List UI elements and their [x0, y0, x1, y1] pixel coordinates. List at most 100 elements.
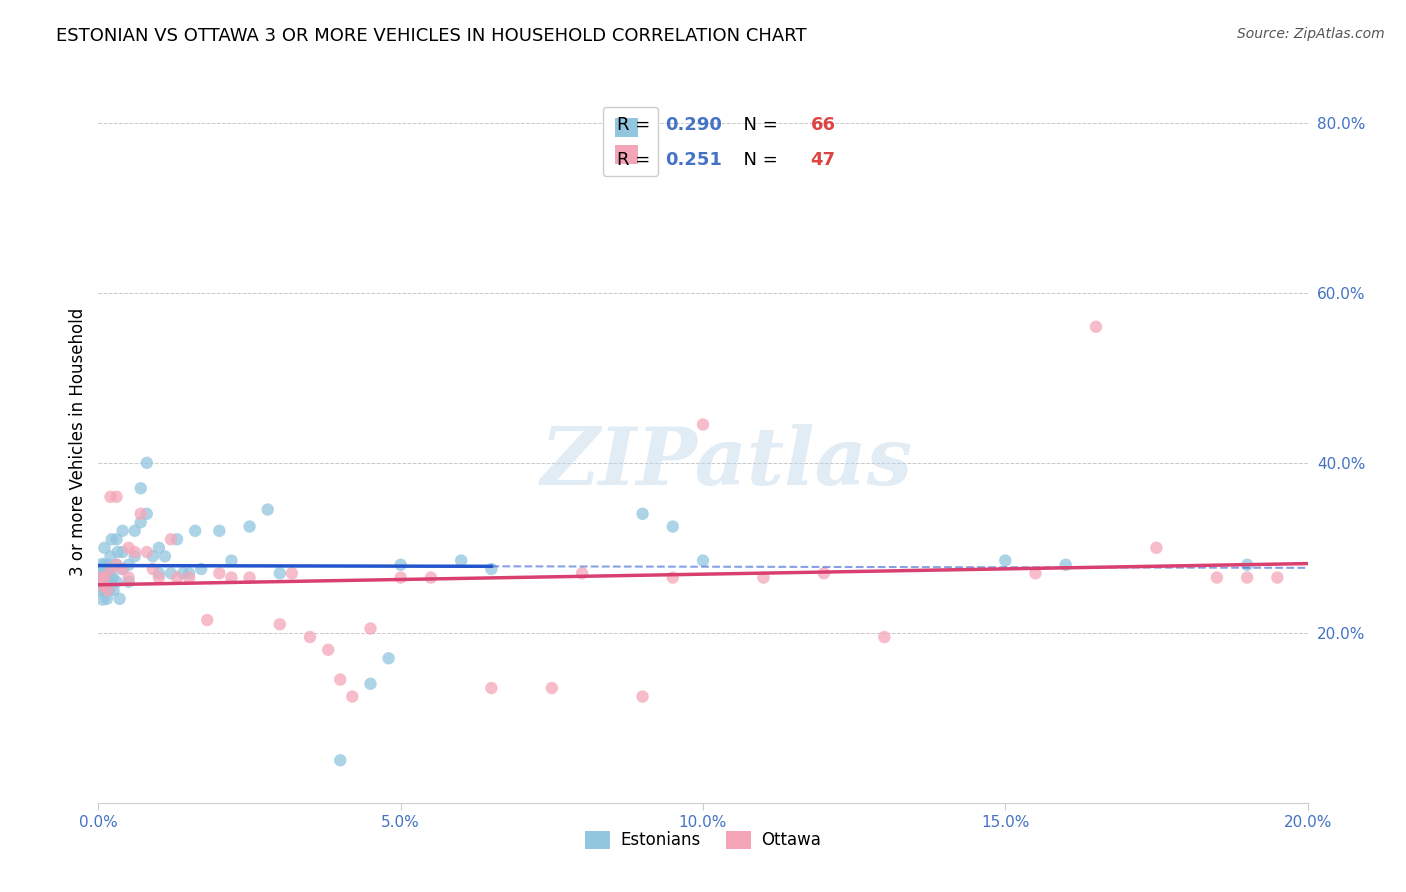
Point [94, 583, 117, 598]
Text: 66: 66 [810, 116, 835, 135]
Point [142, 549, 165, 564]
Point [873, 630, 896, 644]
Point [160, 566, 183, 581]
Point [571, 566, 593, 581]
Point [129, 481, 152, 495]
Point [124, 545, 146, 559]
Point [692, 417, 714, 432]
Point [118, 574, 141, 589]
Point [124, 524, 146, 538]
Point [994, 553, 1017, 567]
Point [148, 541, 170, 555]
Point [90, 566, 112, 581]
Point [389, 570, 412, 584]
Point [329, 673, 352, 687]
Point [103, 583, 125, 598]
Point [107, 545, 129, 559]
Point [239, 519, 262, 533]
Point [1024, 566, 1046, 581]
Point [221, 570, 243, 584]
Point [1144, 541, 1167, 555]
Point [100, 549, 122, 564]
Point [96, 583, 118, 598]
Point [360, 622, 382, 636]
Point [105, 558, 128, 572]
Point [93, 541, 115, 555]
Text: N =: N = [733, 151, 783, 169]
Point [91, 566, 114, 581]
Point [111, 545, 134, 559]
Point [96, 570, 118, 584]
Text: ZIPatlas: ZIPatlas [541, 425, 914, 502]
Text: N =: N = [733, 116, 783, 135]
Point [111, 562, 134, 576]
Point [105, 558, 128, 572]
Point [93, 558, 115, 572]
Point [105, 533, 128, 547]
Point [1206, 570, 1229, 584]
Point [142, 562, 165, 576]
Text: 0.251: 0.251 [665, 151, 723, 169]
Point [100, 490, 122, 504]
Point [148, 566, 170, 581]
Point [98, 583, 121, 598]
Point [118, 541, 141, 555]
Point [100, 562, 122, 576]
Point [1267, 570, 1289, 584]
Point [91, 591, 114, 606]
Point [93, 574, 115, 589]
Y-axis label: 3 or more Vehicles in Household: 3 or more Vehicles in Household [69, 308, 87, 575]
Text: R =: R = [617, 151, 662, 169]
Point [124, 549, 146, 564]
Point [661, 570, 683, 584]
Point [179, 570, 201, 584]
Point [316, 642, 339, 657]
Point [208, 524, 231, 538]
Point [93, 570, 115, 584]
Point [91, 558, 114, 572]
Point [135, 545, 157, 559]
Point [111, 562, 134, 576]
Point [111, 524, 134, 538]
Point [1085, 319, 1108, 334]
Point [631, 507, 654, 521]
Point [540, 681, 562, 695]
Point [661, 519, 683, 533]
Point [1054, 558, 1077, 572]
Point [135, 456, 157, 470]
Point [752, 570, 775, 584]
Point [91, 579, 114, 593]
Legend: Estonians, Ottawa: Estonians, Ottawa [579, 824, 827, 856]
Point [450, 553, 472, 567]
Point [269, 617, 291, 632]
Point [329, 753, 352, 767]
Point [481, 562, 503, 576]
Text: 47: 47 [810, 151, 835, 169]
Point [93, 574, 115, 589]
Point [342, 690, 364, 704]
Point [108, 591, 131, 606]
Point [100, 574, 122, 589]
Point [97, 566, 120, 581]
Point [118, 570, 141, 584]
Point [118, 558, 141, 572]
Point [1236, 570, 1258, 584]
Point [208, 566, 231, 581]
Point [692, 553, 714, 567]
Point [269, 566, 291, 581]
Point [105, 574, 128, 589]
Point [89, 574, 111, 589]
Text: ESTONIAN VS OTTAWA 3 OR MORE VEHICLES IN HOUSEHOLD CORRELATION CHART: ESTONIAN VS OTTAWA 3 OR MORE VEHICLES IN… [56, 27, 807, 45]
Point [166, 570, 188, 584]
Point [481, 681, 503, 695]
Point [97, 574, 120, 589]
Point [256, 502, 278, 516]
Point [90, 583, 112, 598]
Point [184, 524, 207, 538]
Point [100, 566, 122, 581]
Point [1236, 558, 1258, 572]
Point [100, 533, 122, 547]
Point [239, 570, 262, 584]
Point [105, 490, 128, 504]
Point [166, 533, 188, 547]
